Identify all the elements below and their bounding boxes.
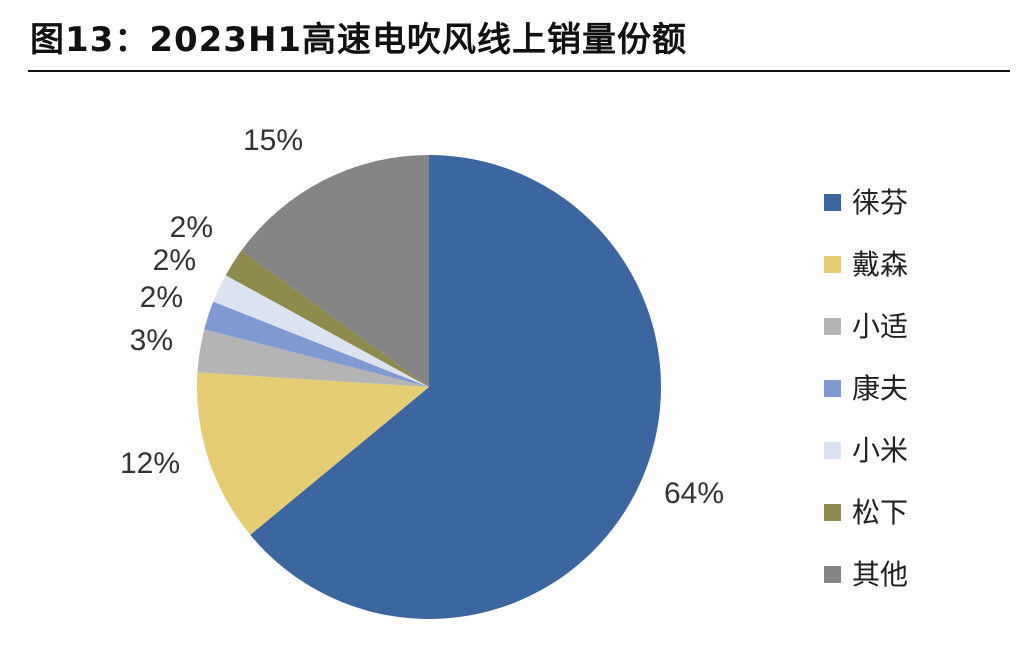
- legend-swatch-小适: [824, 318, 841, 335]
- legend-label-小适: 小适: [852, 310, 908, 343]
- legend-swatch-松下: [824, 504, 841, 521]
- pie-slice-小适: [197, 329, 429, 387]
- pie-slice-戴森: [197, 372, 429, 535]
- legend-label-戴森: 戴森: [852, 248, 908, 281]
- legend-label-松下: 松下: [852, 496, 908, 529]
- legend-swatch-小米: [824, 442, 841, 459]
- slice-label-松下: 2%: [170, 211, 213, 244]
- slice-label-小米: 2%: [153, 244, 196, 277]
- slice-label-康夫: 2%: [140, 281, 183, 314]
- slice-label-其他: 15%: [243, 124, 303, 157]
- legend-label-徕芬: 徕芬: [852, 186, 908, 219]
- pie-slice-其他: [241, 155, 429, 387]
- legend-swatch-康夫: [824, 380, 841, 397]
- legend-swatch-其他: [824, 566, 841, 583]
- legend-swatch-徕芬: [824, 194, 841, 211]
- legend-label-小米: 小米: [852, 434, 908, 467]
- slice-label-徕芬: 64%: [664, 477, 724, 510]
- pie-labels: 64%12%3%2%2%2%15%: [120, 124, 724, 510]
- title-divider: [28, 70, 1010, 72]
- chart-title: 图13：2023H1高速电吹风线上销量份额: [30, 20, 688, 60]
- legend-label-其他: 其他: [852, 558, 908, 591]
- pie-slice-康夫: [204, 301, 429, 387]
- pie-slice-松下: [225, 250, 429, 387]
- slice-label-戴森: 12%: [120, 447, 180, 480]
- pie-slice-徕芬: [250, 155, 662, 620]
- pie-slice-小米: [213, 275, 429, 387]
- legend-label-康夫: 康夫: [852, 372, 908, 405]
- slice-label-小适: 3%: [130, 324, 173, 357]
- legend-swatch-戴森: [824, 256, 841, 273]
- pie-slices: [197, 155, 662, 620]
